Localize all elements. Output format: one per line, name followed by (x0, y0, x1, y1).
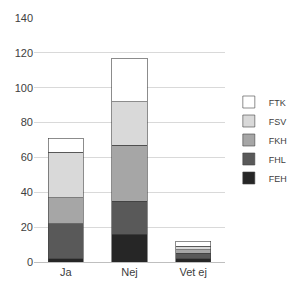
svg-text:FHL: FHL (269, 155, 286, 165)
svg-text:FSV: FSV (269, 117, 287, 127)
svg-text:FKH: FKH (269, 136, 287, 146)
svg-text:20: 20 (21, 221, 33, 233)
svg-text:FTK: FTK (269, 98, 286, 108)
svg-text:100: 100 (15, 82, 33, 94)
svg-text:40: 40 (21, 186, 33, 198)
svg-text:60: 60 (21, 151, 33, 163)
svg-text:80: 80 (21, 116, 33, 128)
svg-text:Ja: Ja (60, 266, 73, 278)
svg-text:Nej: Nej (121, 266, 138, 278)
svg-text:0: 0 (27, 256, 33, 268)
svg-text:140: 140 (15, 12, 33, 24)
svg-text:120: 120 (15, 47, 33, 59)
svg-text:Vet ej: Vet ej (179, 266, 207, 278)
svg-text:FEH: FEH (269, 174, 287, 184)
